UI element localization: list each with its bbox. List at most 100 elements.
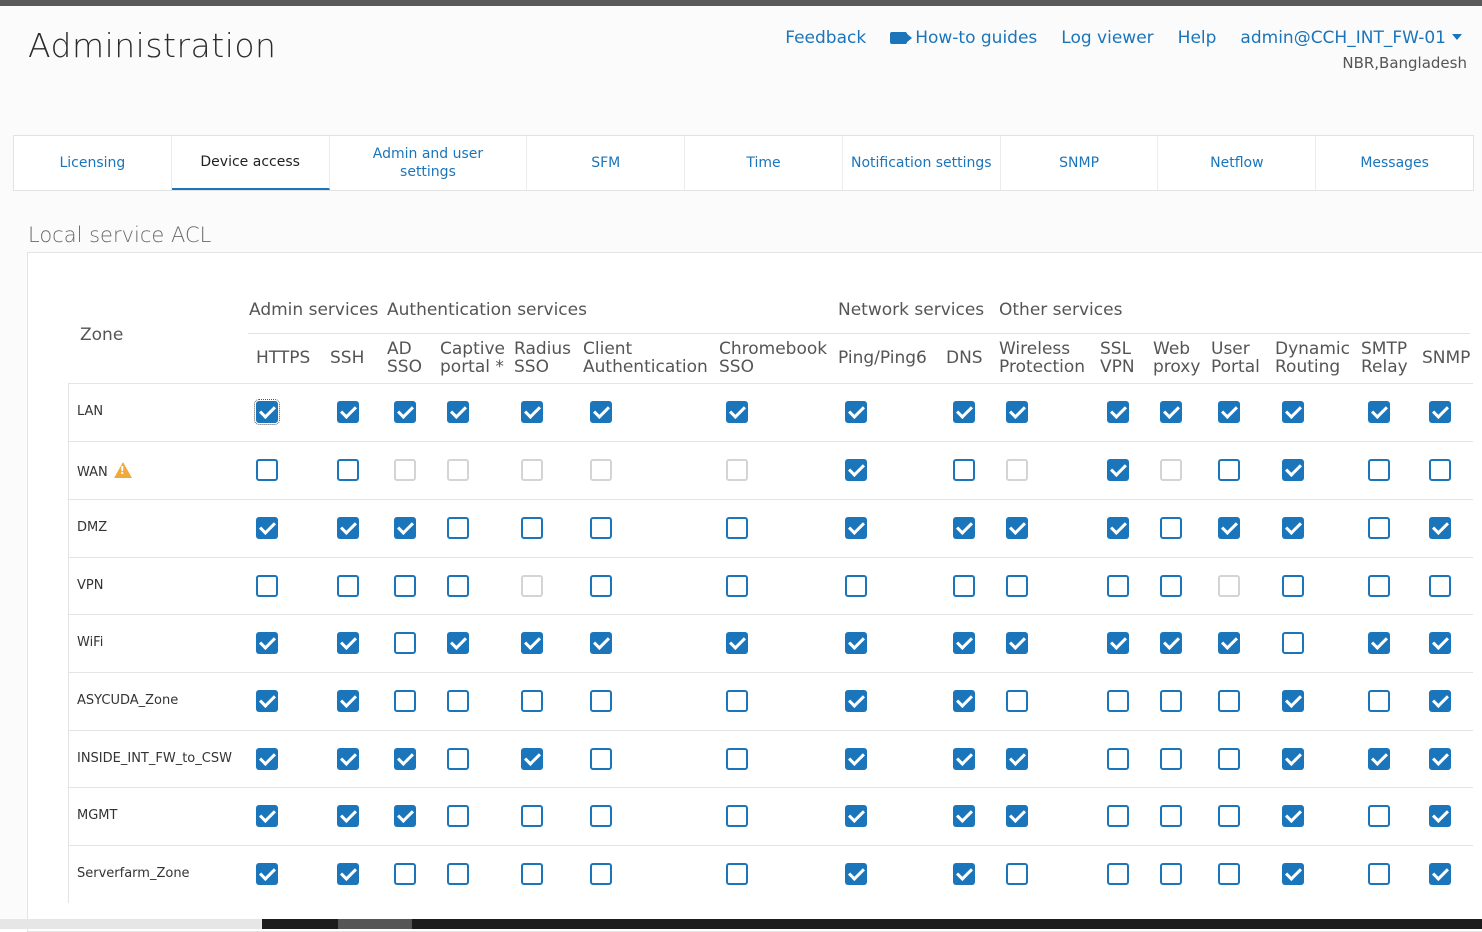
checkbox[interactable] (1368, 632, 1390, 654)
checkbox[interactable] (1160, 863, 1182, 885)
checkbox[interactable] (953, 690, 975, 712)
checkbox[interactable] (1006, 575, 1028, 597)
checkbox[interactable] (256, 459, 278, 481)
checkbox[interactable] (447, 748, 469, 770)
checkbox[interactable] (1107, 517, 1129, 539)
checkbox[interactable] (256, 690, 278, 712)
checkbox[interactable] (394, 805, 416, 827)
checkbox[interactable] (590, 690, 612, 712)
checkbox[interactable] (447, 632, 469, 654)
checkbox[interactable] (256, 805, 278, 827)
checkbox[interactable] (1006, 517, 1028, 539)
checkbox[interactable] (1429, 632, 1451, 654)
checkbox[interactable] (256, 575, 278, 597)
checkbox[interactable] (447, 805, 469, 827)
checkbox[interactable] (521, 401, 543, 423)
checkbox[interactable] (1006, 805, 1028, 827)
checkbox[interactable] (1160, 517, 1182, 539)
checkbox[interactable] (1107, 748, 1129, 770)
user-menu[interactable]: admin@CCH_INT_FW-01 (1240, 28, 1462, 48)
checkbox[interactable] (845, 517, 867, 539)
tab-time[interactable]: Time (685, 136, 843, 190)
checkbox[interactable] (1160, 632, 1182, 654)
checkbox[interactable] (1107, 805, 1129, 827)
checkbox[interactable] (590, 863, 612, 885)
checkbox[interactable] (590, 632, 612, 654)
checkbox[interactable] (521, 748, 543, 770)
checkbox[interactable] (1218, 517, 1240, 539)
checkbox[interactable] (1218, 748, 1240, 770)
checkbox[interactable] (337, 805, 359, 827)
checkbox[interactable] (1282, 632, 1304, 654)
checkbox[interactable] (590, 575, 612, 597)
checkbox[interactable] (394, 632, 416, 654)
tab-snmp[interactable]: SNMP (1001, 136, 1159, 190)
checkbox[interactable] (845, 459, 867, 481)
checkbox[interactable] (1107, 690, 1129, 712)
checkbox[interactable] (394, 575, 416, 597)
checkbox[interactable] (1282, 575, 1304, 597)
checkbox[interactable] (254, 399, 280, 425)
checkbox[interactable] (953, 401, 975, 423)
checkbox[interactable] (1429, 805, 1451, 827)
checkbox[interactable] (1282, 459, 1304, 481)
tab-licensing[interactable]: Licensing (14, 136, 172, 190)
checkbox[interactable] (1429, 748, 1451, 770)
tab-netflow[interactable]: Netflow (1158, 136, 1317, 190)
checkbox[interactable] (447, 863, 469, 885)
checkbox[interactable] (1218, 632, 1240, 654)
checkbox[interactable] (845, 575, 867, 597)
checkbox[interactable] (726, 690, 748, 712)
checkbox[interactable] (1429, 575, 1451, 597)
checkbox[interactable] (1368, 575, 1390, 597)
checkbox[interactable] (1107, 632, 1129, 654)
log-viewer-link[interactable]: Log viewer (1061, 28, 1154, 48)
checkbox[interactable] (447, 575, 469, 597)
checkbox[interactable] (590, 401, 612, 423)
checkbox[interactable] (953, 632, 975, 654)
checkbox[interactable] (256, 632, 278, 654)
checkbox[interactable] (394, 690, 416, 712)
checkbox[interactable] (845, 401, 867, 423)
checkbox[interactable] (1218, 401, 1240, 423)
checkbox[interactable] (1368, 401, 1390, 423)
checkbox[interactable] (845, 690, 867, 712)
checkbox[interactable] (953, 459, 975, 481)
checkbox[interactable] (590, 805, 612, 827)
checkbox[interactable] (1218, 863, 1240, 885)
checkbox[interactable] (1006, 632, 1028, 654)
checkbox[interactable] (1218, 690, 1240, 712)
checkbox[interactable] (1160, 575, 1182, 597)
checkbox[interactable] (845, 863, 867, 885)
checkbox[interactable] (590, 748, 612, 770)
tab-admin-and-user-settings[interactable]: Admin and user settings (330, 136, 528, 190)
checkbox[interactable] (953, 805, 975, 827)
checkbox[interactable] (1429, 517, 1451, 539)
checkbox[interactable] (521, 517, 543, 539)
feedback-link[interactable]: Feedback (785, 28, 867, 48)
checkbox[interactable] (1218, 459, 1240, 481)
checkbox[interactable] (521, 805, 543, 827)
checkbox[interactable] (845, 748, 867, 770)
checkbox[interactable] (1368, 748, 1390, 770)
checkbox[interactable] (1006, 401, 1028, 423)
checkbox[interactable] (953, 863, 975, 885)
tab-notification-settings[interactable]: Notification settings (843, 136, 1001, 190)
checkbox[interactable] (1160, 690, 1182, 712)
checkbox[interactable] (256, 517, 278, 539)
checkbox[interactable] (394, 401, 416, 423)
how-to-guides-link[interactable]: How-to guides (890, 28, 1037, 48)
checkbox[interactable] (1006, 690, 1028, 712)
checkbox[interactable] (726, 517, 748, 539)
checkbox[interactable] (1429, 401, 1451, 423)
checkbox[interactable] (1368, 863, 1390, 885)
checkbox[interactable] (394, 863, 416, 885)
checkbox[interactable] (337, 517, 359, 539)
checkbox[interactable] (337, 632, 359, 654)
checkbox[interactable] (1282, 748, 1304, 770)
checkbox[interactable] (726, 863, 748, 885)
checkbox[interactable] (726, 401, 748, 423)
checkbox[interactable] (1107, 401, 1129, 423)
checkbox[interactable] (1107, 575, 1129, 597)
checkbox[interactable] (1368, 459, 1390, 481)
